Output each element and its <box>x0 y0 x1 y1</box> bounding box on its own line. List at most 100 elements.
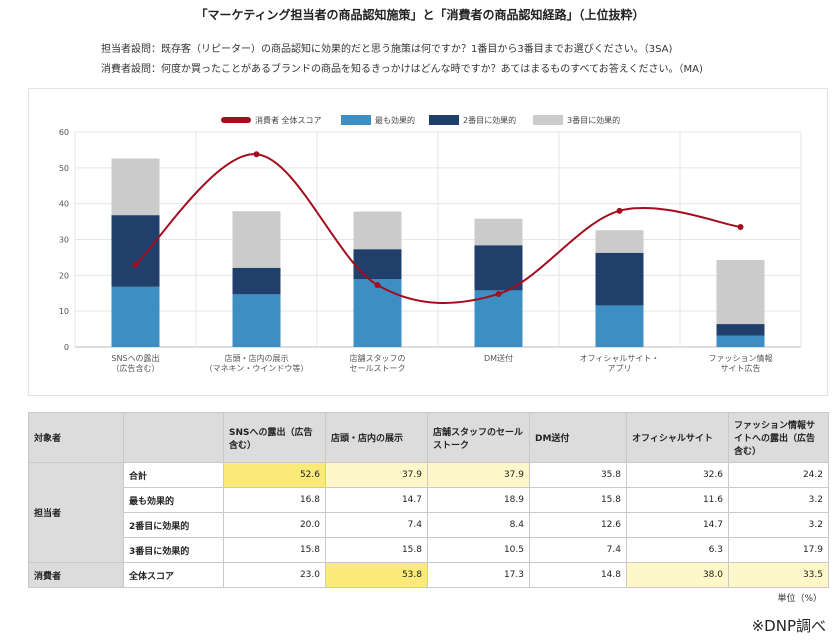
line-point <box>616 207 623 214</box>
y-tick-label: 40 <box>59 200 69 209</box>
y-tick-label: 0 <box>64 343 69 352</box>
table-row: 3番目に効果的 15.8 15.8 10.5 7.4 6.3 17.9 <box>29 537 829 563</box>
line-point <box>737 223 744 230</box>
bar-segment <box>716 324 765 336</box>
row-label: 3番目に効果的 <box>123 537 224 563</box>
legend-label: 3番目に効果的 <box>567 115 620 125</box>
table-cell: 16.8 <box>223 487 326 513</box>
bar-segment <box>353 211 402 250</box>
header-cell: SNSへの露出（広告含む） <box>223 412 326 463</box>
y-tick-label: 60 <box>59 128 69 137</box>
table-cell: 24.2 <box>728 462 829 488</box>
bar-segment <box>111 215 160 287</box>
table-cell: 15.8 <box>529 487 627 513</box>
unit-note: 単位（%） <box>777 594 822 604</box>
table-row: 2番目に効果的 20.0 7.4 8.4 12.6 14.7 3.2 <box>29 512 829 538</box>
x-tick-label: DM送付 <box>484 353 513 363</box>
header-cell <box>123 412 224 463</box>
group-label-consumer: 消費者 <box>28 562 124 588</box>
x-tick-label: セールストーク <box>350 364 406 373</box>
bar-segment <box>474 245 523 291</box>
table-cell: 7.4 <box>529 537 627 563</box>
bar-segment <box>232 267 281 295</box>
chart-panel: 0 10 20 30 40 50 60 SNSへの露出 （広告含む） 店頭・店内の展示 （マネキン・… <box>28 88 828 396</box>
header-cell: ファッション情報サイトへの露出（広告含む） <box>728 412 829 463</box>
question-marketer: 担当者設問：既存客（リピーター）の商品認知に効果的だと思う施策は何ですか？1番目… <box>101 44 673 55</box>
line-point <box>132 261 139 268</box>
legend-label: 2番目に効果的 <box>463 115 516 125</box>
legend-swatch <box>533 115 563 125</box>
x-tick-label: （広告含む） <box>112 363 160 373</box>
combo-chart: 0 10 20 30 40 50 60 SNSへの露出（広告含む） 店頭・店内の展示（マネキン・… <box>59 115 802 373</box>
row-label: 全体スコア <box>123 562 224 588</box>
table-row: 最も効果的 16.8 14.7 18.9 15.8 11.6 3.2 <box>29 487 829 513</box>
bar-segment <box>595 252 644 306</box>
table-cell: 33.5 <box>728 562 829 588</box>
table-cell: 11.6 <box>626 487 729 513</box>
row-label: 2番目に効果的 <box>123 512 224 538</box>
table-cell: 14.7 <box>626 512 729 538</box>
bar-segment <box>716 335 765 347</box>
table-cell: 23.0 <box>223 562 326 588</box>
bar-segment <box>595 230 644 253</box>
table-cell: 35.8 <box>529 462 627 488</box>
table-header-row: 対象者 SNSへの露出（広告含む） 店頭・店内の展示 店舗スタッフのセールストー… <box>28 412 829 463</box>
table-cell: 7.4 <box>325 512 428 538</box>
bar-segment <box>474 218 523 246</box>
table-cell: 37.9 <box>325 462 428 488</box>
row-label: 最も効果的 <box>123 487 224 513</box>
bar-segment <box>595 305 644 347</box>
table-cell: 17.9 <box>728 537 829 563</box>
table-cell: 32.6 <box>626 462 729 488</box>
table-cell: 8.4 <box>427 512 530 538</box>
bar-segment <box>474 290 523 347</box>
page-title: 「マーケティング担当者の商品認知施策」と「消費者の商品認知経路」（上位抜粋） <box>195 8 645 22</box>
table-row: 消費者 全体スコア 23.0 53.8 17.3 14.8 38.0 33.5 <box>28 562 829 588</box>
question-consumer: 消費者設問：何度か買ったことがあるブランドの商品を知るきっかけはどんな時ですか？… <box>101 64 703 75</box>
y-tick-label: 10 <box>59 307 69 316</box>
header-cell: 対象者 <box>28 412 124 463</box>
x-tick-label: 店頭・店内の展示 <box>225 353 289 363</box>
table-cell: 15.8 <box>223 537 326 563</box>
bar-segment <box>232 294 281 347</box>
table-cell: 10.5 <box>427 537 530 563</box>
table-cell: 37.9 <box>427 462 530 488</box>
legend-swatch <box>221 117 251 123</box>
table-cell: 3.2 <box>728 512 829 538</box>
header-cell: 店頭・店内の展示 <box>325 412 428 463</box>
line-series <box>134 153 741 304</box>
x-tick-label: 店舗スタッフの <box>350 353 406 363</box>
table-row: 担当者 合計 52.6 37.9 37.9 35.8 32.6 24.2 <box>28 462 829 563</box>
x-tick-label: （マネキン・ウインドウ等） <box>205 363 309 373</box>
table-cell: 14.8 <box>529 562 627 588</box>
x-tick-label: サイト広告 <box>721 363 761 373</box>
x-tick-label: SNSへの露出 <box>111 353 159 363</box>
legend-label: 最も効果的 <box>375 115 415 125</box>
x-tick-label: オフィシャルサイト・ <box>580 354 660 363</box>
y-tick-label: 20 <box>59 271 69 280</box>
group-label-marketer: 担当者 <box>28 462 124 563</box>
table-cell: 17.3 <box>427 562 530 588</box>
x-tick-label: ファッション情報 <box>709 353 773 363</box>
line-point <box>495 290 502 297</box>
legend-label: 消費者 全体スコア <box>255 115 322 125</box>
table-cell: 18.9 <box>427 487 530 513</box>
y-tick-label: 50 <box>59 164 69 173</box>
data-table: 対象者 SNSへの露出（広告含む） 店頭・店内の展示 店舗スタッフのセールストー… <box>28 412 829 588</box>
legend-swatch <box>341 115 371 125</box>
table-cell: 52.6 <box>223 462 326 488</box>
bar-segment <box>111 286 160 347</box>
bar-segment <box>353 249 402 280</box>
header-cell: 店舗スタッフのセールストーク <box>427 412 530 463</box>
bar-segment <box>716 259 765 325</box>
y-tick-label: 30 <box>59 236 69 245</box>
line-point <box>374 282 381 289</box>
source-credit: ※DNP調べ <box>751 617 826 635</box>
table-cell: 38.0 <box>626 562 729 588</box>
bar-segment <box>111 158 160 216</box>
header-cell: オフィシャルサイト <box>626 412 729 463</box>
table-cell: 15.8 <box>325 537 428 563</box>
table-cell: 12.6 <box>529 512 627 538</box>
table-cell: 6.3 <box>626 537 729 563</box>
bar-segment <box>353 279 402 347</box>
